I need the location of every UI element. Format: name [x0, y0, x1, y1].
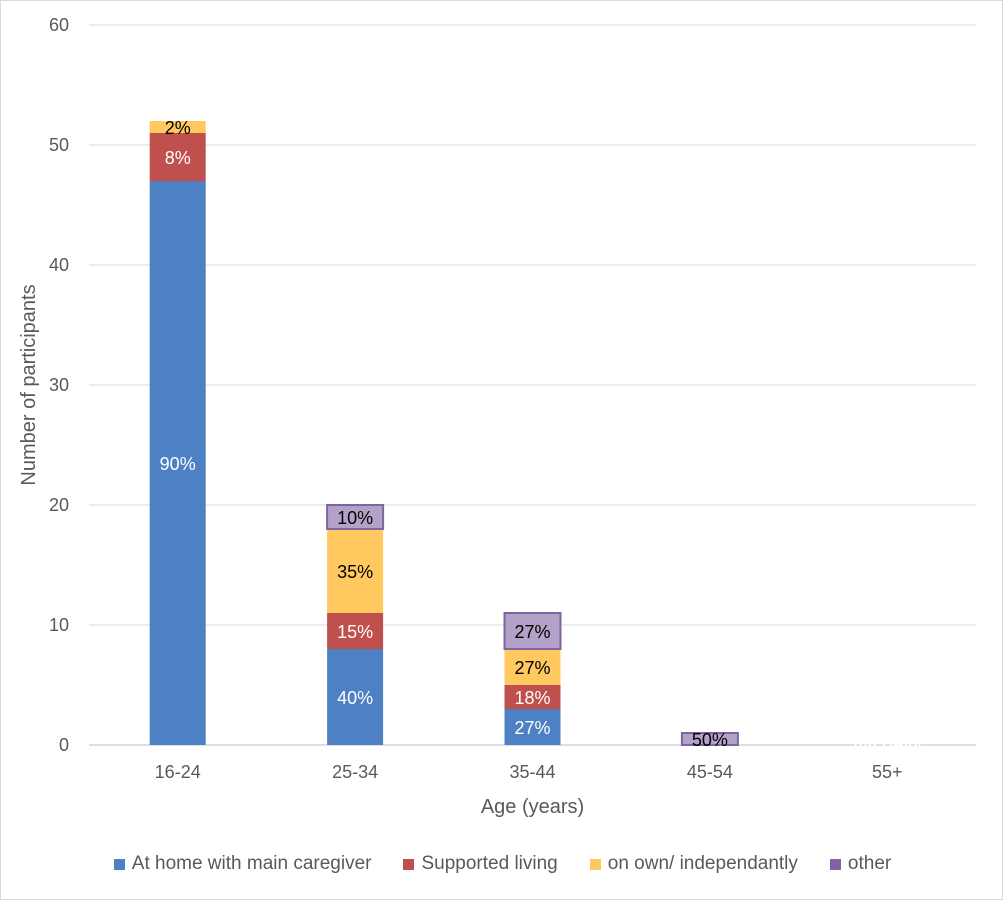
legend-label: Supported living: [421, 853, 558, 874]
x-tick-label: 16-24: [155, 762, 201, 782]
y-tick-label: 50: [49, 135, 69, 155]
data-label: 15%: [337, 622, 373, 642]
legend-item: At home with main caregiver: [113, 853, 372, 875]
y-tick-label: 0: [59, 735, 69, 755]
bar-segment: [327, 613, 384, 649]
legend-item: other: [829, 853, 892, 875]
x-tick-label: 55+: [872, 762, 903, 782]
y-tick-label: 20: [49, 495, 69, 515]
bar-segment: [504, 649, 561, 685]
data-label: 90%: [160, 454, 196, 474]
legend-label: other: [847, 853, 892, 874]
legend: At home with main caregiver Supported liv…: [1, 853, 1003, 875]
legend-label: At home with main caregiver: [131, 853, 372, 874]
x-tick-label: 35-44: [509, 762, 555, 782]
bar-segment: [503, 612, 562, 650]
bar-segment: [149, 133, 206, 181]
legend-swatch: [589, 858, 601, 870]
error-annotation: VALUE!0!: [853, 738, 922, 755]
data-label: 27%: [514, 718, 550, 738]
data-label: 27%: [514, 622, 550, 642]
bar-segment: [149, 121, 206, 133]
legend-swatch: [403, 858, 415, 870]
y-tick-label: 10: [49, 615, 69, 635]
x-tick-label: 25-34: [332, 762, 378, 782]
x-axis-title: Age (years): [481, 796, 584, 818]
data-label: 8%: [165, 148, 191, 168]
legend-item: Supported living: [403, 853, 558, 875]
y-tick-label: 30: [49, 375, 69, 395]
y-tick-label: 60: [49, 15, 69, 35]
bar-segment: [504, 685, 561, 709]
bar-segment: [680, 732, 739, 746]
y-axis-title: Number of participants: [18, 284, 40, 485]
data-label: 27%: [514, 658, 550, 678]
bar-segment: [504, 709, 561, 745]
data-label: 10%: [337, 508, 373, 528]
bar-segment: [326, 504, 385, 530]
chart-plot: 0 10 20 30 40 50 60 16-24 25-34 35-44 45-54 55+ Age …: [18, 15, 976, 818]
x-tick-label: 45-54: [687, 762, 733, 782]
legend-swatch: [829, 858, 841, 870]
bar-segment: [149, 181, 206, 745]
bar-segment: [327, 649, 384, 745]
legend-label: on own/ independantly: [607, 853, 798, 874]
data-label: 2%: [165, 118, 191, 138]
legend-swatch: [113, 858, 125, 870]
legend-item: on own/ independantly: [589, 853, 798, 875]
data-label: 50%: [692, 730, 728, 750]
data-label: 35%: [337, 562, 373, 582]
bar-segment: [327, 529, 384, 613]
data-label: 40%: [337, 688, 373, 708]
data-label: 18%: [514, 688, 550, 708]
y-tick-label: 40: [49, 255, 69, 275]
